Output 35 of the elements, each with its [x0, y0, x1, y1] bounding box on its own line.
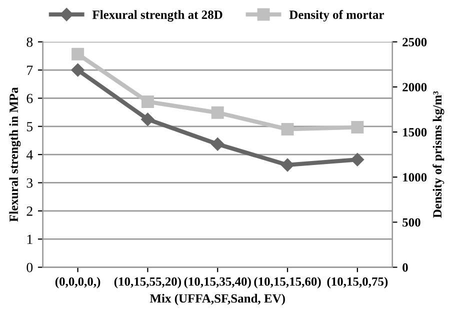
y2-tick-label: 1500 [403, 128, 427, 136]
point [281, 122, 294, 136]
y-tick-label: 7 [27, 66, 33, 75]
y2-tick-label: 2500 [402, 38, 427, 46]
point [71, 63, 84, 77]
point [141, 112, 154, 126]
y-tick-label: 1 [27, 234, 32, 244]
y-tick-label: 0 [26, 262, 33, 272]
y2-tick-label: 0 [402, 263, 408, 272]
y-axis-title: Flexural strength in MPa [9, 87, 21, 222]
point [350, 153, 364, 166]
x-tick-label: (10,15,35,40) [184, 276, 251, 288]
y2-axis-title: Density of prisms kg/m³ [432, 91, 444, 218]
y2-tick-label: 1000 [403, 173, 427, 182]
y-tick-label: 5 [26, 122, 33, 132]
y-tick-label: 3 [26, 178, 33, 188]
x-tick-label: (10,15,15,60) [254, 276, 321, 288]
x-tick-label: (10,15,55,20) [114, 276, 182, 288]
legend-label: Density of mortar [289, 10, 384, 22]
y-tick-label: 4 [26, 150, 33, 160]
point [351, 120, 364, 134]
point [211, 106, 224, 119]
y-tick-label: 8 [26, 37, 33, 47]
point [280, 158, 294, 172]
x-axis-title: Mix (UFFA,SF,Sand, EV) [150, 294, 285, 306]
point [211, 138, 224, 151]
point [72, 48, 84, 60]
x-tick-label: (0,0,0,0,) [55, 276, 100, 288]
y-tick-label: 6 [26, 94, 33, 104]
y2-tick-label: 500 [402, 218, 420, 227]
y2-tick-label: 2000 [402, 82, 427, 92]
x-tick-label: (10,15,0,75) [327, 276, 388, 288]
legend-label: Flexural strength at 28D [92, 10, 222, 22]
point [141, 95, 154, 108]
y-tick-label: 2 [26, 206, 32, 216]
